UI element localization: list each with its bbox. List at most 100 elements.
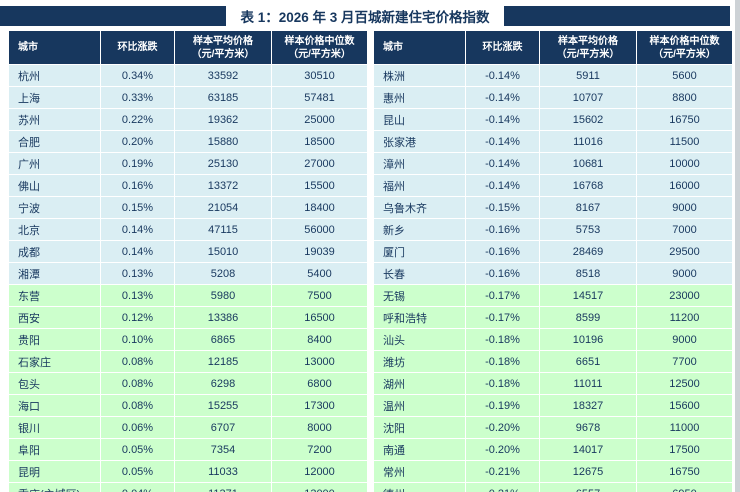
median-price-cell: 16750: [636, 108, 733, 131]
change-cell: -0.17%: [465, 306, 540, 329]
city-cell: 漳州: [373, 152, 466, 175]
city-cell: 佛山: [8, 174, 101, 197]
table-row: 惠州 -0.14% 10707 8800: [373, 86, 733, 109]
table-row: 湘潭 0.13% 5208 5400: [8, 262, 368, 285]
table-row: 宁波 0.15% 21054 18400: [8, 196, 368, 219]
avg-price-cell: 10707: [539, 86, 637, 109]
table-row: 包头 0.08% 6298 6800: [8, 372, 368, 395]
change-cell: -0.14%: [465, 130, 540, 153]
table-row: 杭州 0.34% 33592 30510: [8, 64, 368, 87]
median-price-cell: 7700: [636, 350, 733, 373]
avg-price-cell: 5980: [174, 284, 272, 307]
table-row: 海口 0.08% 15255 17300: [8, 394, 368, 417]
header-row: 城市 环比涨跌 样本平均价格 （元/平方米） 样本价格中位数 （元/平方米）: [373, 30, 733, 65]
city-cell: 湖州: [373, 372, 466, 395]
table-row: 漳州 -0.14% 10681 10000: [373, 152, 733, 175]
median-price-cell: 30510: [271, 64, 368, 87]
table-row: 乌鲁木齐 -0.15% 8167 9000: [373, 196, 733, 219]
change-cell: -0.14%: [465, 108, 540, 131]
city-cell: 杭州: [8, 64, 101, 87]
change-cell: -0.18%: [465, 350, 540, 373]
col-header-city: 城市: [8, 30, 101, 65]
table-row: 佛山 0.16% 13372 15500: [8, 174, 368, 197]
col-header-change: 环比涨跌: [465, 30, 540, 65]
avg-price-cell: 8167: [539, 196, 637, 219]
change-cell: -0.19%: [465, 394, 540, 417]
table-row: 上海 0.33% 63185 57481: [8, 86, 368, 109]
city-cell: 南通: [373, 438, 466, 461]
city-cell: 新乡: [373, 218, 466, 241]
table-row: 广州 0.19% 25130 27000: [8, 152, 368, 175]
header-row: 城市 环比涨跌 样本平均价格 （元/平方米） 样本价格中位数 （元/平方米）: [8, 30, 368, 65]
avg-price-cell: 6707: [174, 416, 272, 439]
city-cell: 银川: [8, 416, 101, 439]
table-row: 阜阳 0.05% 7354 7200: [8, 438, 368, 461]
change-cell: -0.20%: [465, 416, 540, 439]
city-cell: 包头: [8, 372, 101, 395]
change-cell: 0.06%: [100, 416, 175, 439]
avg-price-cell: 5753: [539, 218, 637, 241]
change-cell: -0.16%: [465, 218, 540, 241]
city-cell: 海口: [8, 394, 101, 417]
city-cell: 湘潭: [8, 262, 101, 285]
median-price-cell: 25000: [271, 108, 368, 131]
avg-price-cell: 11033: [174, 460, 272, 483]
avg-price-cell: 14517: [539, 284, 637, 307]
avg-price-cell: 13386: [174, 306, 272, 329]
change-cell: -0.15%: [465, 196, 540, 219]
city-cell: 合肥: [8, 130, 101, 153]
table-row: 新乡 -0.16% 5753 7000: [373, 218, 733, 241]
title-bar: 表 1：2026 年 3 月百城新建住宅价格指数: [0, 0, 740, 30]
col-header-city: 城市: [373, 30, 466, 65]
city-cell: 厦门: [373, 240, 466, 263]
median-price-cell: 56000: [271, 218, 368, 241]
median-price-cell: 11000: [636, 416, 733, 439]
city-cell: 广州: [8, 152, 101, 175]
median-price-cell: 15500: [271, 174, 368, 197]
table-row: 成都 0.14% 15010 19039: [8, 240, 368, 263]
table-title: 表 1：2026 年 3 月百城新建住宅价格指数: [240, 9, 490, 25]
change-cell: 0.05%: [100, 438, 175, 461]
table-row: 福州 -0.14% 16768 16000: [373, 174, 733, 197]
city-cell: 汕头: [373, 328, 466, 351]
table-row: 汕头 -0.18% 10196 9000: [373, 328, 733, 351]
city-cell: 贵阳: [8, 328, 101, 351]
table-row: 合肥 0.20% 15880 18500: [8, 130, 368, 153]
avg-price-cell: 15010: [174, 240, 272, 263]
change-cell: -0.14%: [465, 86, 540, 109]
change-cell: -0.16%: [465, 240, 540, 263]
median-price-cell: 18500: [271, 130, 368, 153]
city-cell: 北京: [8, 218, 101, 241]
avg-price-cell: 5208: [174, 262, 272, 285]
change-cell: -0.17%: [465, 284, 540, 307]
title-right-bar-decoration: [503, 5, 730, 26]
title-left-bar-decoration: [0, 5, 227, 26]
table-row: 厦门 -0.16% 28469 29500: [373, 240, 733, 263]
median-price-cell: 17500: [636, 438, 733, 461]
change-cell: -0.16%: [465, 262, 540, 285]
avg-price-cell: 13372: [174, 174, 272, 197]
city-cell: 宁波: [8, 196, 101, 219]
city-cell: 张家港: [373, 130, 466, 153]
avg-price-cell: 10196: [539, 328, 637, 351]
median-price-cell: 8400: [271, 328, 368, 351]
avg-price-cell: 8518: [539, 262, 637, 285]
city-cell: 上海: [8, 86, 101, 109]
avg-price-cell: 47115: [174, 218, 272, 241]
change-cell: 0.16%: [100, 174, 175, 197]
table-row: 沈阳 -0.20% 9678 11000: [373, 416, 733, 439]
table-row: 温州 -0.19% 18327 15600: [373, 394, 733, 417]
price-table-right: 城市 环比涨跌 样本平均价格 （元/平方米） 样本价格中位数 （元/平方米） 株洲 -0.1…: [373, 30, 733, 492]
change-cell: -0.21%: [465, 482, 540, 492]
avg-price-cell: 6298: [174, 372, 272, 395]
avg-price-cell: 10681: [539, 152, 637, 175]
avg-price-cell: 15255: [174, 394, 272, 417]
avg-price-cell: 7354: [174, 438, 272, 461]
col-header-median-price: 样本价格中位数 （元/平方米）: [271, 30, 368, 65]
table-row: 银川 0.06% 6707 8000: [8, 416, 368, 439]
median-price-cell: 5400: [271, 262, 368, 285]
table-row: 常州 -0.21% 12675 16750: [373, 460, 733, 483]
city-cell: 无锡: [373, 284, 466, 307]
change-cell: -0.14%: [465, 64, 540, 87]
avg-price-cell: 8599: [539, 306, 637, 329]
